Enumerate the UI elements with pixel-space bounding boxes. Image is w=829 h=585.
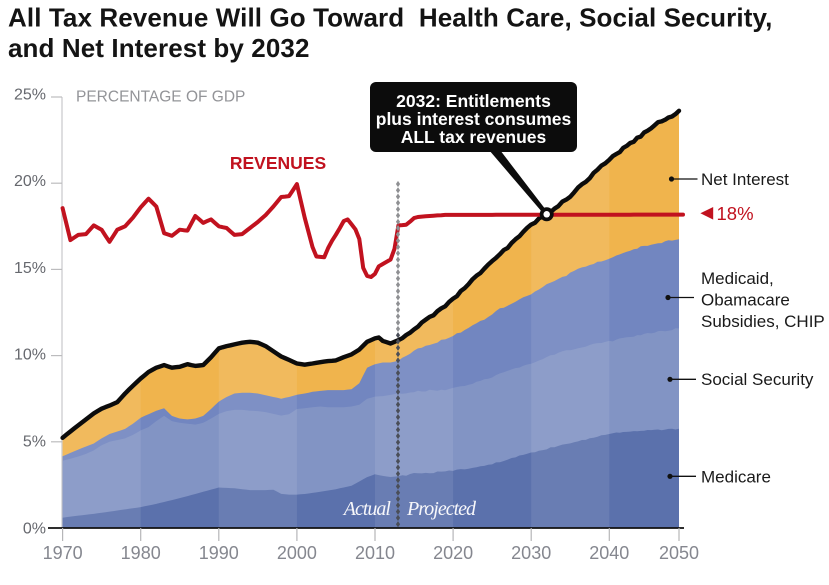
svg-text:Obamacare: Obamacare bbox=[701, 291, 790, 310]
svg-text:Actual: Actual bbox=[342, 498, 392, 520]
svg-text:2020: 2020 bbox=[433, 543, 473, 563]
svg-text:0%: 0% bbox=[23, 520, 46, 537]
svg-text:2010: 2010 bbox=[355, 543, 395, 563]
svg-text:1980: 1980 bbox=[121, 543, 161, 563]
svg-text:20%: 20% bbox=[14, 173, 46, 190]
svg-text:All Tax Revenue Will Go Toward: All Tax Revenue Will Go Toward Health Ca… bbox=[8, 3, 772, 33]
svg-text:PERCENTAGE OF GDP: PERCENTAGE OF GDP bbox=[76, 89, 245, 106]
svg-text:18%: 18% bbox=[717, 203, 754, 224]
svg-text:plus interest consumes: plus interest consumes bbox=[376, 109, 572, 129]
svg-text:REVENUES: REVENUES bbox=[230, 153, 326, 173]
svg-text:Subsidies, CHIP: Subsidies, CHIP bbox=[701, 312, 825, 331]
svg-text:1990: 1990 bbox=[199, 543, 239, 563]
svg-text:15%: 15% bbox=[14, 260, 46, 277]
svg-text:2000: 2000 bbox=[277, 543, 317, 563]
svg-text:10%: 10% bbox=[14, 347, 46, 364]
svg-text:25%: 25% bbox=[14, 86, 46, 103]
svg-text:Medicaid,: Medicaid, bbox=[701, 269, 774, 288]
svg-text:2050: 2050 bbox=[659, 543, 699, 563]
svg-text:Social Security: Social Security bbox=[701, 370, 814, 389]
svg-text:Net Interest: Net Interest bbox=[701, 170, 789, 189]
svg-text:and Net Interest by 2032: and Net Interest by 2032 bbox=[8, 33, 310, 63]
svg-text:2030: 2030 bbox=[511, 543, 551, 563]
svg-text:ALL tax revenues: ALL tax revenues bbox=[401, 127, 547, 147]
svg-text:2040: 2040 bbox=[589, 543, 629, 563]
svg-text:Medicare: Medicare bbox=[701, 468, 771, 487]
svg-text:1970: 1970 bbox=[43, 543, 83, 563]
svg-text:5%: 5% bbox=[23, 434, 46, 451]
svg-text:2032: Entitlements: 2032: Entitlements bbox=[396, 91, 551, 111]
svg-text:Projected: Projected bbox=[406, 498, 477, 520]
